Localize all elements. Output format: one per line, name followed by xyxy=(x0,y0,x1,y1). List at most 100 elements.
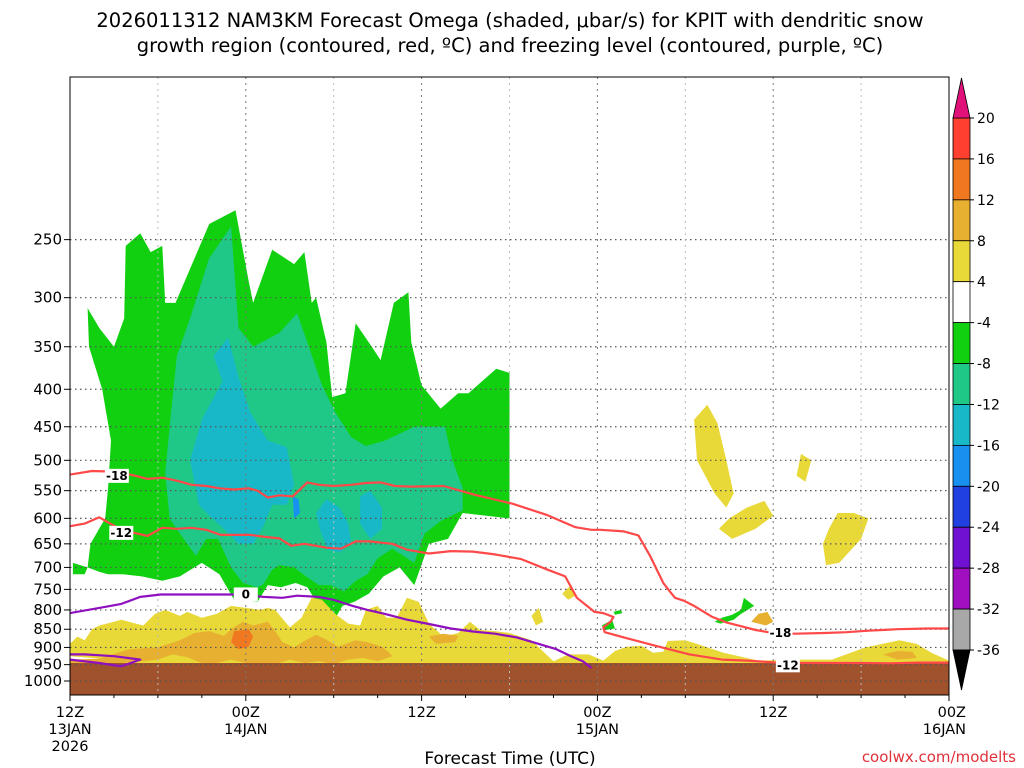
contour-label-bg-2-0 xyxy=(233,587,258,602)
colorbar-label-12: -32 xyxy=(977,602,1000,618)
colorbar-bin--20 xyxy=(952,444,971,487)
colorbar-bin--4 xyxy=(952,281,971,324)
contour-labels: -18 -12 0 -18 -12 xyxy=(104,468,800,673)
omega-region-17 xyxy=(796,453,812,482)
colorbar-label-6: -8 xyxy=(977,357,991,373)
y-tick-label-350: 350 xyxy=(33,338,62,356)
y-tick-label-700: 700 xyxy=(33,558,62,576)
colorbar-bin--36 xyxy=(952,608,971,651)
x-tick-label-60-1: 16JAN xyxy=(923,722,966,738)
colorbar-top-arrow xyxy=(952,77,971,119)
x-tick-label-0-0: 12Z xyxy=(56,705,84,721)
x-tick-label-36-1: 15JAN xyxy=(576,722,619,738)
y-tick-label-500: 500 xyxy=(33,451,62,469)
y-tick-label-650: 650 xyxy=(33,535,62,553)
contour-label-end-0: -18 xyxy=(770,626,792,640)
colorbar-bin--8 xyxy=(952,322,971,364)
x-tick-label-48-0: 12Z xyxy=(759,705,787,721)
colorbar-label-4: 4 xyxy=(977,275,986,291)
x-tick-label-36-0: 00Z xyxy=(583,705,611,721)
colorbar-label-9: -20 xyxy=(977,479,1000,495)
y-tick-label-550: 550 xyxy=(33,482,62,500)
colorbar-label-3: 8 xyxy=(977,234,986,250)
colorbar-bin--12 xyxy=(952,363,971,405)
colorbar-bin-8 xyxy=(952,199,971,242)
colorbar-label-0: 20 xyxy=(977,111,995,127)
contour-line-3 xyxy=(70,653,142,668)
omega-region-5 xyxy=(316,499,352,553)
y-tick-label-450: 450 xyxy=(33,418,62,436)
colorbar-bin--24 xyxy=(952,485,971,528)
colorbar-label-13: -36 xyxy=(977,643,1000,659)
omega-region-1 xyxy=(72,562,88,575)
chart-title-line-1: 2026011312 NAM3KM Forecast Omega (shaded… xyxy=(96,9,923,32)
credit-link[interactable]: coolwx.com/modelts xyxy=(862,748,1016,766)
y-tick-label-400: 400 xyxy=(33,380,62,398)
y-tick-label-900: 900 xyxy=(33,638,62,656)
omega-region-3 xyxy=(190,377,295,544)
contour-line-0 xyxy=(70,469,949,635)
x-tick-label-24-0: 12Z xyxy=(407,705,435,721)
omega-region-4 xyxy=(213,337,239,382)
contour-label-bg-0-0 xyxy=(104,468,129,483)
colorbar-label-5: -4 xyxy=(977,316,991,332)
colorbar-bin--32 xyxy=(952,567,971,610)
omega-region-7 xyxy=(292,496,300,519)
omega-region-15 xyxy=(719,500,774,539)
colorbar: 20 16 12 8 4 -4 -8 -12 -16 -20 -24 -28 -32 -36 xyxy=(952,77,1000,691)
chart-title-line-2: growth region (contoured, red, ºC) and f… xyxy=(137,34,884,57)
colorbar-bin-4 xyxy=(952,240,971,283)
contour-label-2-0: 0 xyxy=(242,587,250,601)
colorbar-bin--28 xyxy=(952,526,971,569)
omega-region-14 xyxy=(694,404,734,508)
colorbar-label-8: -16 xyxy=(977,438,1000,454)
x-tick-label-0-2: 2026 xyxy=(52,739,89,755)
omega-shading xyxy=(70,210,949,668)
colorbar-label-2: 12 xyxy=(977,193,995,209)
contour-label-end-1: -12 xyxy=(777,658,799,672)
contour-label-1-0: -12 xyxy=(110,526,132,540)
omega-region-18 xyxy=(70,621,393,665)
x-tick-label-0-1: 13JAN xyxy=(48,722,91,738)
y-tick-label-950: 950 xyxy=(33,656,62,674)
colorbar-bin--16 xyxy=(952,404,971,446)
contour-label-end-bg-0 xyxy=(768,625,793,640)
y-axis: 2503003504004505005506006507007508008509… xyxy=(24,231,70,690)
contour-line-2 xyxy=(70,593,593,669)
contour-label-bg-1-0 xyxy=(109,525,134,540)
omega-region-21 xyxy=(883,651,917,660)
y-tick-label-300: 300 xyxy=(33,289,62,307)
x-axis-label: Forecast Time (UTC) xyxy=(424,749,595,768)
omega-region-9 xyxy=(601,619,615,630)
omega-region-19 xyxy=(428,633,459,644)
colorbar-label-11: -28 xyxy=(977,561,1000,577)
colorbar-label-10: -24 xyxy=(977,520,1000,536)
colorbar-bin-16 xyxy=(952,117,971,160)
x-tick-label-12-0: 00Z xyxy=(232,705,260,721)
omega-region-16 xyxy=(823,513,869,566)
omega-region-8 xyxy=(714,597,755,624)
omega-region-6 xyxy=(360,490,382,539)
contour-label-0-0: -18 xyxy=(106,469,128,483)
y-tick-label-850: 850 xyxy=(33,620,62,638)
y-tick-label-250: 250 xyxy=(33,231,62,249)
colorbar-label-7: -12 xyxy=(977,397,1000,413)
omega-region-13 xyxy=(531,607,544,626)
omega-region-22 xyxy=(231,629,254,650)
y-tick-label-750: 750 xyxy=(33,580,62,598)
colorbar-label-1: 16 xyxy=(977,152,995,168)
contour-line-1 xyxy=(70,516,949,665)
chart-grid xyxy=(70,77,949,695)
y-tick-label-600: 600 xyxy=(33,509,62,527)
omega-region-20 xyxy=(751,611,774,626)
x-tick-label-60-0: 00Z xyxy=(938,705,966,721)
contour-label-end-bg-1 xyxy=(775,658,800,673)
colorbar-bottom-arrow xyxy=(952,649,971,691)
y-tick-label-800: 800 xyxy=(33,601,62,619)
x-tick-label-12-1: 14JAN xyxy=(224,722,267,738)
temperature-contours xyxy=(70,469,949,669)
colorbar-bin-12 xyxy=(952,158,971,201)
y-tick-label-1000: 1000 xyxy=(24,672,62,690)
